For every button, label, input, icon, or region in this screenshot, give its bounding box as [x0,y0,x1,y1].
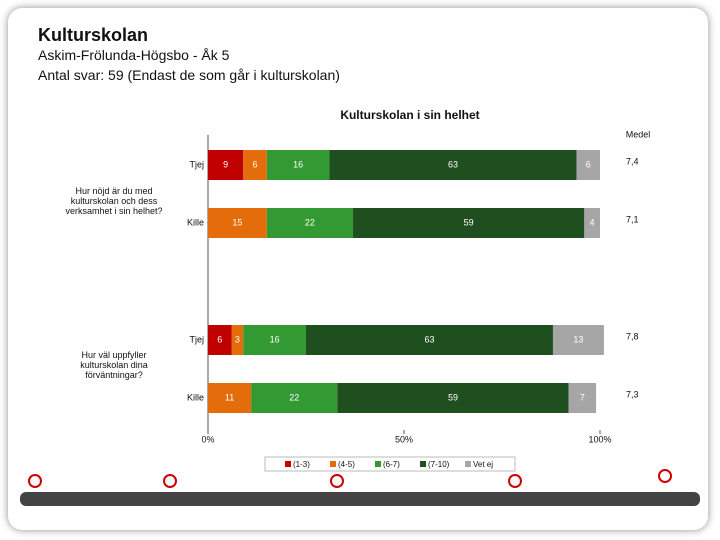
legend-label: (1-3) [293,460,310,469]
data-label: 63 [424,334,434,344]
bar-segment [353,208,585,238]
data-label: 22 [289,392,299,402]
data-label: 11 [225,392,234,402]
data-label: 59 [464,217,474,227]
title: Kulturskolan [38,25,149,45]
legend-swatch [465,461,471,467]
silhouettes [20,492,700,506]
slide [8,8,708,530]
icon [658,469,672,483]
category-label: Tjej [189,334,204,344]
medel-label: 7,1 [626,214,639,224]
legend-label: (6-7) [383,460,400,469]
legend-label: (4-5) [338,460,355,469]
data-label: 6 [586,159,591,169]
x-tick-label: 0% [201,434,214,444]
data-label: 15 [232,217,242,227]
legend-swatch [375,461,381,467]
bar-segment [584,208,600,238]
legend-box [264,456,516,472]
bar-segment [208,325,232,355]
bar-segment [329,150,577,180]
legend-swatch [285,461,291,467]
data-label: 9 [223,159,228,169]
data-label: 7 [580,392,585,402]
icon [28,474,42,488]
data-label: 6 [253,159,258,169]
bar-segment [208,383,252,413]
bar-segment [231,325,244,355]
data-label: 4 [590,217,595,227]
bar-segment [208,150,244,180]
note: Antal svar: 59 (Endast de som går i kult… [38,67,340,83]
bar-segment [243,325,306,355]
data-label: 6 [217,334,222,344]
category-label: Kille [187,217,204,227]
medel-title: Medel [626,129,651,139]
bar-segment [337,383,569,413]
icon [508,474,522,488]
bar-segment [208,208,267,238]
x-tick-label: 50% [395,434,413,444]
legend-swatch [420,461,426,467]
bar-segment [251,383,338,413]
icon [163,474,177,488]
legend-label: Vet ej [473,460,493,469]
bar-segment [552,325,604,355]
medel-label: 7,3 [626,389,639,399]
bar-segment [568,383,597,413]
bar-segment [266,150,330,180]
legend-label: (7-10) [428,460,450,469]
data-label: 59 [448,392,458,402]
question-label: Hur nöjd är du med kulturskolan och dess… [65,186,163,216]
icon [330,474,344,488]
data-label: 16 [270,334,280,344]
category-label: Tjej [189,159,204,169]
data-label: 16 [293,159,303,169]
x-tick-label: 100% [588,434,611,444]
data-label: 13 [573,334,583,344]
question-label: Hur väl uppfyller kulturskolan dina förv… [80,350,148,380]
data-label: 63 [448,159,458,169]
medel-label: 7,8 [626,331,639,341]
category-label: Kille [187,392,204,402]
chart-title: Kulturskolan i sin helhet [340,108,479,122]
bar-segment [306,325,553,355]
subtitle: Askim-Frölunda-Högsbo - Åk 5 [38,47,230,63]
medel-label: 7,4 [626,156,639,166]
data-label: 22 [305,217,315,227]
bar-segment [576,150,600,180]
decor [20,469,700,506]
data-label: 3 [235,334,240,344]
legend-swatch [330,461,336,467]
bar-segment [243,150,267,180]
bar-segment [266,208,354,238]
